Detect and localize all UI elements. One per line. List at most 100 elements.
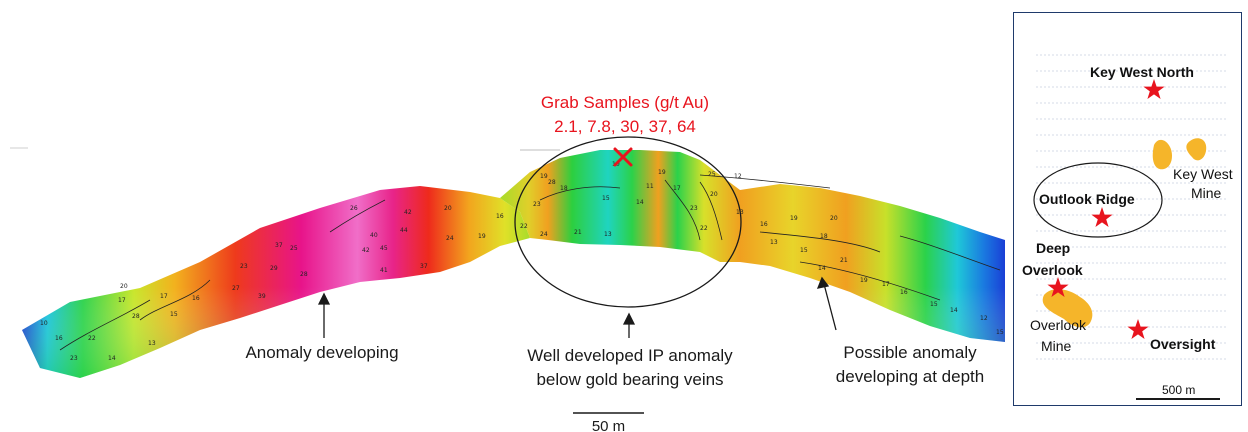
contour-value-label: 16 [55,335,63,342]
contour-value-label: 23 [240,263,248,270]
contour-value-label: 37 [420,263,428,270]
contour-value-label: 20 [444,205,452,212]
contour-value-label: 23 [690,205,698,212]
contour-value-label: 19 [540,173,548,180]
overlook-mine-label-1: Overlook [1030,317,1087,333]
ip-section: 10 16 17 28 22 15 23 13 14 20 17 16 39 27 23 29 25 28 37 26… [10,136,1005,414]
contour-value-label: 16 [900,289,908,296]
contour-value-label: 44 [400,227,408,234]
contour-value-label: 28 [300,271,308,278]
contour-labels: 10 16 17 28 22 15 23 13 14 20 17 16 39 27 23 29 25 28 37 26… [40,161,1004,362]
contour-value-label: 19 [860,277,868,284]
key-west-mine-label-2: Mine [1191,185,1222,201]
section-scale-label: 50 m [591,418,626,432]
contour-value-label: 41 [380,267,388,274]
contour-value-label: 27 [232,285,240,292]
contour-lines [59,174,1001,351]
outlook-ridge-ellipse [1033,162,1163,238]
contour-value-label: 37 [275,242,283,249]
contour-value-label: 15 [996,329,1004,336]
contour-value-label: 20 [120,283,128,290]
contour-value-label: 22 [88,335,96,342]
overlook-mine-label-2: Mine [1041,338,1072,354]
contour-value-label: 28 [548,179,556,186]
contour-value-label: 13 [148,340,156,347]
contour-value-label: 13 [770,239,778,246]
arrow-possible-anomaly [823,283,837,331]
contour-value-label: 23 [70,355,78,362]
contour-value-label: 18 [560,185,568,192]
star-markers [1047,79,1165,339]
possible-anomaly-label-2: developing at depth [835,367,985,386]
contour-value-label: 25 [708,171,716,178]
oversight-label: Oversight [1150,336,1216,352]
contour-value-label: 26 [350,205,358,212]
contour-value-label: 16 [496,213,504,220]
contour-value-label: 15 [800,247,808,254]
contour-value-label: 45 [380,245,388,252]
contour-value-label: 13 [604,231,612,238]
contour-value-label: 17 [673,185,681,192]
grab-sample-x-icon [613,147,633,167]
contour-value-label: 28 [132,313,140,320]
well-developed-label-1: Well developed IP anomaly [527,346,733,365]
grab-samples-values: 2.1, 7.8, 30, 37, 64 [554,117,696,136]
anomaly-developing-label: Anomaly developing [245,343,399,362]
contour-value-label: 16 [760,221,768,228]
contour-value-label: 18 [820,233,828,240]
contour-value-label: 11 [646,183,654,190]
contour-value-label: 15 [602,195,610,202]
contour-value-label: 12 [980,315,988,322]
contour-value-label: 21 [574,229,582,236]
grab-samples-title: Grab Samples (g/t Au) [540,93,710,112]
deep-overlook-label-1: Deep [1036,240,1071,256]
inset-scale-label: 500 m [1162,383,1196,397]
contour-value-label: 14 [636,199,644,206]
key-west-north-star-icon [1143,79,1165,99]
oversight-star-icon [1127,319,1149,339]
contour-value-label: 17 [882,281,890,288]
contour-value-label: 14 [108,355,116,362]
anomaly-ellipse [514,136,742,308]
well-developed-label-2: below gold bearing veins [536,370,724,389]
contour-value-label: 19 [790,215,798,222]
contour-value-label: 19 [658,169,666,176]
deep-overlook-label-2: Overlook [1022,262,1083,278]
inset-map-graphics [1033,54,1226,400]
contour-value-label: 42 [404,209,412,216]
contour-value-label: 29 [270,265,278,272]
overlook-mine-shape [1042,289,1093,328]
contour-value-label: 23 [533,201,541,208]
key-west-north-label: Key West North [1090,64,1194,80]
contour-value-label: 12 [734,173,742,180]
contour-value-label: 39 [258,293,266,300]
contour-value-label: 16 [192,295,200,302]
contour-value-label: 19 [478,233,486,240]
contour-value-label: 15 [170,311,178,318]
contour-value-label: 24 [540,231,548,238]
contour-value-label: 14 [950,307,958,314]
contour-value-label: 20 [710,191,718,198]
contour-value-label: 25 [290,245,298,252]
outlook-ridge-star-icon [1091,207,1113,227]
section-shading [22,150,1005,378]
contour-value-label: 20 [830,215,838,222]
contour-value-label: 10 [40,320,48,327]
contour-value-label: 24 [446,235,454,242]
deep-overlook-star-icon [1047,277,1069,297]
contour-value-label: 15 [930,301,938,308]
possible-anomaly-label-1: Possible anomaly [843,343,977,362]
contour-value-label: 22 [520,223,528,230]
contour-value-label: 17 [160,293,168,300]
annotation-arrows [317,276,837,338]
contour-value-label: 21 [840,257,848,264]
contour-value-label: 22 [700,225,708,232]
contour-value-label: 17 [118,297,126,304]
key-west-mine-shape [1152,139,1172,170]
outlook-ridge-label: Outlook Ridge [1039,191,1135,207]
key-west-mine-label-1: Key West [1173,166,1233,182]
contour-value-label: 14 [818,265,826,272]
contour-value-label: 40 [370,232,378,239]
location-map-inset: Key West North Key West Mine Outlook Rid… [1013,12,1242,406]
